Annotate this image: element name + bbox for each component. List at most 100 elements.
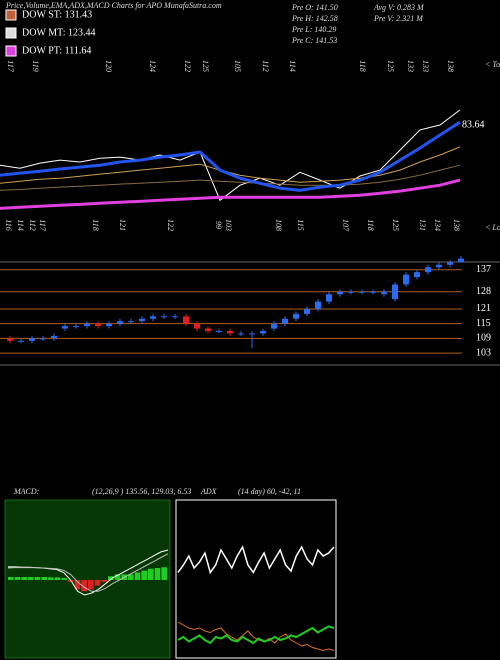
top-label: 114 [288, 60, 297, 71]
series-line [7, 553, 169, 592]
series-line [0, 109, 461, 202]
macd-bar [108, 576, 114, 580]
candle-body [348, 291, 354, 293]
low-label: 115 [296, 219, 305, 230]
candle-body [271, 323, 277, 329]
low-label: 108 [274, 219, 283, 231]
candle-body [117, 321, 123, 324]
candle-body [282, 318, 288, 324]
candle-body [326, 294, 332, 302]
candle-body [392, 284, 398, 300]
series-line [177, 545, 335, 575]
candle-body [370, 291, 376, 293]
macd-bar [54, 577, 61, 580]
macd-bar [148, 568, 154, 580]
macd-bar [14, 577, 21, 580]
legend-swatch [5, 9, 17, 21]
legend-label: DOW ST: 131.43 [22, 9, 92, 20]
low-label: 116 [4, 219, 13, 230]
macd-bar [128, 574, 134, 580]
candle-body [337, 291, 343, 295]
series-line [0, 120, 461, 192]
macd-bar [134, 572, 141, 580]
candle-body [436, 264, 442, 268]
y-tick-label: 121 [476, 303, 491, 314]
annotation: 83.64 [462, 119, 485, 130]
macd-bar [154, 568, 161, 580]
candle-body [7, 338, 13, 341]
candle-body [95, 323, 101, 327]
top-label: 125 [201, 60, 210, 72]
candle-body [293, 313, 299, 319]
candle-body [458, 258, 464, 263]
stat: Pre C: 141.53 [291, 36, 337, 45]
candle-body [425, 267, 431, 273]
candle-body [227, 331, 233, 334]
low-label: 107 [341, 219, 350, 232]
candle-body [73, 326, 79, 328]
macd-bar [61, 578, 67, 580]
candle-body [315, 301, 321, 309]
top-label: 120 [104, 60, 113, 72]
candle-body [172, 316, 178, 318]
y-tick-label: 137 [476, 264, 491, 275]
low-label: 121 [118, 219, 127, 231]
adx-panel [175, 499, 337, 659]
macd-bar [114, 574, 121, 580]
candle-body [414, 272, 420, 278]
candle-body [62, 326, 68, 329]
macd-bar [101, 580, 107, 582]
top-label: 122 [183, 60, 192, 72]
low-label: 138 [452, 219, 461, 231]
candle-body [51, 335, 57, 339]
top-label: 124 [148, 60, 157, 72]
low-label: 131 [418, 219, 427, 231]
top-label: 138 [446, 60, 455, 72]
y-tick-label: 103 [476, 347, 491, 358]
candle-body [359, 291, 365, 293]
y-tick-label: 115 [476, 318, 491, 329]
stat: Avg V: 0.283 M [373, 3, 425, 12]
low-label: 118 [366, 219, 375, 230]
candle-body [150, 316, 156, 319]
series-line [177, 625, 335, 645]
candle-body [18, 340, 24, 342]
low-label: 118 [91, 219, 100, 230]
macd-bar [8, 577, 14, 580]
top-label: 117 [6, 60, 15, 72]
low-label: 112 [28, 219, 37, 230]
candle-body [128, 321, 134, 323]
macd-bar [88, 580, 94, 590]
macd-bar [94, 580, 101, 586]
y-tick-label: 109 [476, 333, 491, 344]
candle-body [403, 274, 409, 285]
macd-bar [41, 577, 47, 580]
candle-body [40, 338, 46, 340]
low-label: 125 [391, 219, 400, 231]
top-label: 118 [358, 60, 367, 71]
adx-params: (14 day) 60, -42, 11 [238, 487, 301, 496]
candle-body [194, 323, 200, 329]
low-label: 114 [16, 219, 25, 230]
macd-bar [34, 577, 41, 580]
stat: Pre H: 142.58 [291, 14, 338, 23]
low-label: 103 [224, 219, 233, 231]
candle-body [84, 323, 90, 327]
legend-swatch [5, 45, 17, 57]
lows-label: < Lows [485, 223, 500, 232]
macd-title: MACD: [13, 487, 40, 496]
candle-body [205, 328, 211, 332]
legend-swatch [5, 27, 17, 39]
series-line [177, 621, 335, 652]
low-label: 134 [433, 219, 442, 231]
macd-bar [48, 577, 54, 580]
low-label: 99 [214, 221, 223, 229]
candle-body [139, 318, 145, 322]
macd-bar [28, 577, 34, 580]
top-label: 125 [386, 60, 395, 72]
series-line [0, 178, 461, 210]
top-label: 133 [421, 60, 430, 72]
candle-body [29, 338, 35, 341]
candle-body [161, 316, 167, 318]
candle-body [216, 331, 222, 333]
